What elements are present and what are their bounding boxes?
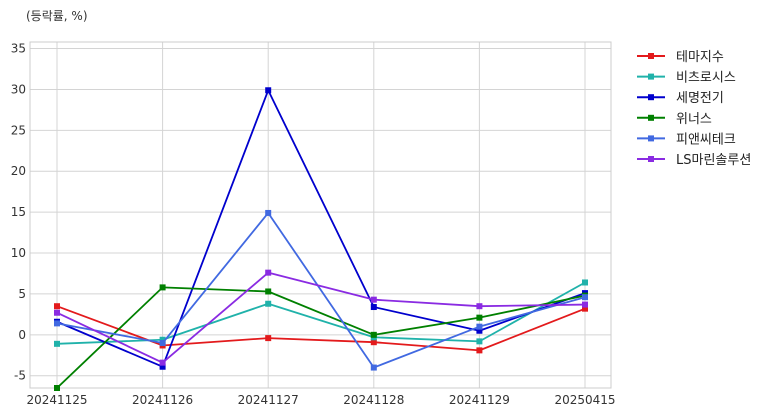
data-point <box>54 340 60 347</box>
legend-label: 세명전기 <box>676 91 724 106</box>
legend-label: 테마지수 <box>676 50 724 65</box>
legend-item: 테마지수 <box>637 50 724 65</box>
y-tick-label: -5 <box>14 369 26 383</box>
data-point <box>54 385 60 391</box>
grid <box>30 42 611 388</box>
series-line <box>56 286 586 389</box>
data-point <box>476 314 483 321</box>
legend-item: 피앤씨테크 <box>637 132 736 147</box>
legend-swatch-marker <box>648 114 654 121</box>
data-point <box>582 301 588 308</box>
x-tick-label: 20241125 <box>26 393 87 407</box>
legend-swatch-marker <box>648 73 654 80</box>
legend-swatch-marker <box>648 156 654 162</box>
data-point <box>265 300 272 307</box>
series-line <box>56 271 586 364</box>
x-tick-label: 20241129 <box>449 393 510 407</box>
data-point <box>370 364 377 371</box>
y-tick-label: 5 <box>18 287 26 301</box>
legend-item: 위너스 <box>637 112 712 127</box>
series-1 <box>54 303 588 354</box>
y-tick-label: 0 <box>18 328 26 342</box>
legend-swatch-marker <box>648 53 654 59</box>
y-tick-label: 30 <box>11 82 26 96</box>
data-point <box>370 339 377 346</box>
data-point <box>476 338 483 345</box>
series-group <box>54 87 588 391</box>
data-point <box>265 269 272 276</box>
data-point <box>265 209 272 216</box>
data-point <box>159 359 166 366</box>
data-point <box>159 340 166 347</box>
data-point <box>370 304 377 311</box>
x-tick-label: 20241128 <box>343 393 404 407</box>
data-point <box>159 284 166 291</box>
plot-area-frame <box>29 41 612 389</box>
series-6 <box>54 269 588 366</box>
data-point <box>476 347 483 354</box>
y-tick-label: 25 <box>11 123 26 137</box>
legend-label: LS마린솔루션 <box>676 153 751 168</box>
legend-swatch-marker <box>648 135 654 142</box>
series-line <box>56 212 586 369</box>
data-point <box>476 323 483 330</box>
data-point <box>265 335 272 342</box>
x-tick-label: 20241127 <box>238 393 299 407</box>
data-point <box>54 309 60 316</box>
data-point <box>370 331 377 338</box>
series-line <box>56 89 586 368</box>
y-tick-label: 35 <box>11 42 26 56</box>
data-point <box>476 327 483 334</box>
series-5 <box>54 209 588 371</box>
y-tick-label: 20 <box>11 164 26 178</box>
data-point <box>582 279 588 286</box>
data-point <box>582 294 588 301</box>
x-tick-label: 20250415 <box>554 393 615 407</box>
data-point <box>54 303 60 310</box>
legend-item: LS마린솔루션 <box>637 153 751 168</box>
x-axis: 20241125 20241126 20241127 20241128 20241129… <box>26 393 615 407</box>
data-point <box>159 336 166 343</box>
legend-label: 위너스 <box>676 112 712 127</box>
x-tick-label: 20241126 <box>132 393 193 407</box>
legend-swatch-marker <box>648 94 654 101</box>
unit-label: (등락률, %) <box>26 9 88 23</box>
data-point <box>159 363 166 370</box>
data-point <box>476 303 483 310</box>
data-point <box>370 296 377 303</box>
series-3 <box>54 87 588 370</box>
data-point <box>582 305 588 312</box>
data-point <box>54 320 60 327</box>
legend-item: 비츠로시스 <box>637 71 736 86</box>
legend-label: 비츠로시스 <box>676 71 736 86</box>
y-axis: -5 0 5 10 15 20 25 30 35 <box>11 42 26 383</box>
y-tick-label: 15 <box>11 205 26 219</box>
legend-label: 피앤씨테크 <box>676 132 736 147</box>
y-tick-label: 10 <box>11 246 26 260</box>
legend-item: 세명전기 <box>637 91 724 106</box>
data-point <box>265 87 272 94</box>
data-point <box>265 288 272 295</box>
